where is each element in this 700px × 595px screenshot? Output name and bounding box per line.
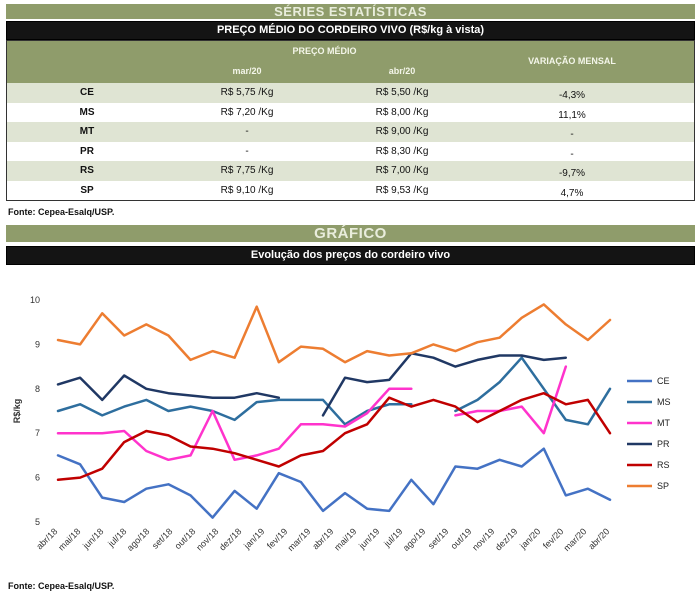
legend-label-sp: SP: [657, 481, 669, 491]
series-banner: SÉRIES ESTATÍSTICAS: [6, 4, 695, 19]
var-cell: 11,1%: [558, 109, 586, 121]
legend-label-ce: CE: [657, 376, 670, 386]
chart-lines: [56, 303, 612, 519]
x-tick-label: set/18: [150, 526, 174, 550]
table-title: PREÇO MÉDIO DO CORDEIRO VIVO (R$/kg à vi…: [6, 21, 695, 40]
x-tick-label: abr/20: [586, 526, 611, 551]
table-row: MS R$ 7,20 /Kg R$ 8,00 /Kg 11,1%: [7, 103, 694, 123]
x-tick-label: jun/19: [356, 526, 381, 551]
x-tick-label: mar/20: [562, 526, 589, 553]
abr-cell: R$ 8,00 /Kg: [375, 106, 429, 118]
series-line-ce: [56, 447, 612, 519]
price-table: PREÇO MÉDIO mar/20 abr/20 VARIAÇÃO MENSA…: [6, 40, 695, 201]
series-line-rs: [56, 391, 612, 482]
x-tick-label: nov/19: [470, 526, 496, 552]
var-cell: -9,7%: [558, 168, 586, 179]
abr-cell: R$ 8,30 /Kg: [375, 145, 429, 157]
table-source: Fonte: Cepea-Esalq/USP.: [8, 207, 115, 217]
series-line-mt: [56, 387, 413, 462]
x-tick-label: ago/19: [401, 526, 428, 553]
y-tick-label: 9: [35, 339, 40, 349]
y-tick-label: 8: [35, 384, 40, 394]
header-month2: abr/20: [388, 66, 416, 76]
x-tick-label: abr/19: [310, 526, 335, 551]
mar-cell: R$ 5,75 /Kg: [220, 87, 274, 98]
abr-cell: R$ 9,00 /Kg: [375, 126, 429, 137]
x-tick-label: jan/20: [517, 526, 542, 551]
state-cell: SP: [80, 184, 94, 196]
var-cell: 4,7%: [560, 187, 584, 199]
table-row: RS R$ 7,75 /Kg R$ 7,00 /Kg -9,7%: [7, 161, 694, 181]
series-line-sp: [56, 303, 612, 364]
series-line-pr: [56, 374, 281, 402]
x-tick-label: jan/19: [241, 526, 266, 551]
mar-cell: R$ 7,20 /Kg: [220, 106, 274, 118]
table-row: MT - R$ 9,00 /Kg -: [7, 122, 694, 142]
abr-cell: R$ 9,53 /Kg: [375, 184, 429, 196]
y-tick-label: 10: [30, 295, 40, 305]
abr-cell: R$ 5,50 /Kg: [375, 87, 429, 98]
chart-title: Evolução dos preços do cordeiro vivo: [6, 246, 695, 265]
var-cell: -: [570, 129, 574, 140]
chart-legend: CE MS MT PR RS SP: [627, 376, 671, 491]
chart-banner: GRÁFICO: [6, 225, 695, 242]
state-cell: MS: [79, 106, 95, 118]
state-cell: CE: [80, 87, 94, 98]
x-tick-label: abr/18: [34, 526, 59, 551]
y-tick-label: 5: [35, 517, 40, 527]
x-tick-label: out/18: [173, 526, 198, 551]
table-header: PREÇO MÉDIO mar/20 abr/20 VARIAÇÃO MENSA…: [7, 41, 694, 83]
x-tick-label: mar/19: [286, 526, 313, 553]
mar-cell: -: [245, 126, 249, 137]
series-line-pr: [321, 352, 568, 417]
var-cell: -4,3%: [558, 90, 586, 101]
table-row: PR - R$ 8,30 /Kg -: [7, 142, 694, 162]
legend-label-mt: MT: [657, 418, 670, 428]
x-tick-label: dez/19: [493, 526, 519, 552]
state-cell: MT: [79, 126, 95, 137]
series-line-ms: [454, 356, 612, 426]
abr-cell: R$ 7,00 /Kg: [375, 165, 429, 176]
x-tick-label: dez/18: [217, 526, 243, 552]
y-tick-label: 7: [35, 428, 40, 438]
x-tick-label: out/19: [449, 526, 474, 551]
var-cell: -: [570, 148, 574, 160]
x-tick-label: mai/19: [332, 526, 358, 552]
state-cell: RS: [80, 165, 94, 176]
x-tick-label: jun/18: [80, 526, 105, 551]
header-month1: mar/20: [232, 66, 262, 76]
table-row: SP R$ 9,10 /Kg R$ 9,53 /Kg 4,7%: [7, 181, 694, 201]
legend-label-pr: PR: [657, 439, 670, 449]
header-group-label: PREÇO MÉDIO: [292, 46, 357, 56]
y-tick-label: 6: [35, 473, 40, 483]
series-line-mt: [454, 365, 568, 435]
chart-source: Fonte: Cepea-Esalq/USP.: [8, 581, 115, 591]
legend-label-rs: RS: [657, 460, 670, 470]
series-line-ms: [56, 398, 413, 426]
y-axis-label: R$/kg: [12, 399, 22, 424]
mar-cell: R$ 7,75 /Kg: [220, 165, 274, 176]
x-tick-label: nov/18: [194, 526, 220, 552]
state-cell: PR: [80, 145, 94, 157]
table-row: CE R$ 5,75 /Kg R$ 5,50 /Kg -4,3%: [7, 83, 694, 103]
mar-cell: -: [245, 145, 249, 157]
x-tick-label: ago/18: [125, 526, 152, 553]
legend-label-ms: MS: [657, 397, 671, 407]
mar-cell: R$ 9,10 /Kg: [220, 184, 274, 196]
header-variation: VARIAÇÃO MENSAL: [528, 56, 616, 66]
x-tick-label: set/19: [426, 526, 450, 550]
x-tick-label: mai/18: [56, 526, 82, 552]
